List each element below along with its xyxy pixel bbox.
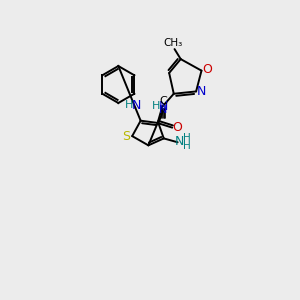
Text: C: C [159,96,167,106]
Text: CH₃: CH₃ [164,38,183,48]
Text: H: H [183,134,191,143]
Text: H: H [125,100,133,110]
Text: N: N [197,85,206,98]
Text: N: N [131,99,141,112]
Text: N: N [158,100,168,112]
Text: H: H [183,141,191,151]
Text: N: N [175,135,184,148]
Text: O: O [173,121,183,134]
Text: O: O [202,63,212,76]
Text: S: S [122,130,130,142]
Text: H: H [152,101,160,111]
Text: N: N [159,105,167,115]
